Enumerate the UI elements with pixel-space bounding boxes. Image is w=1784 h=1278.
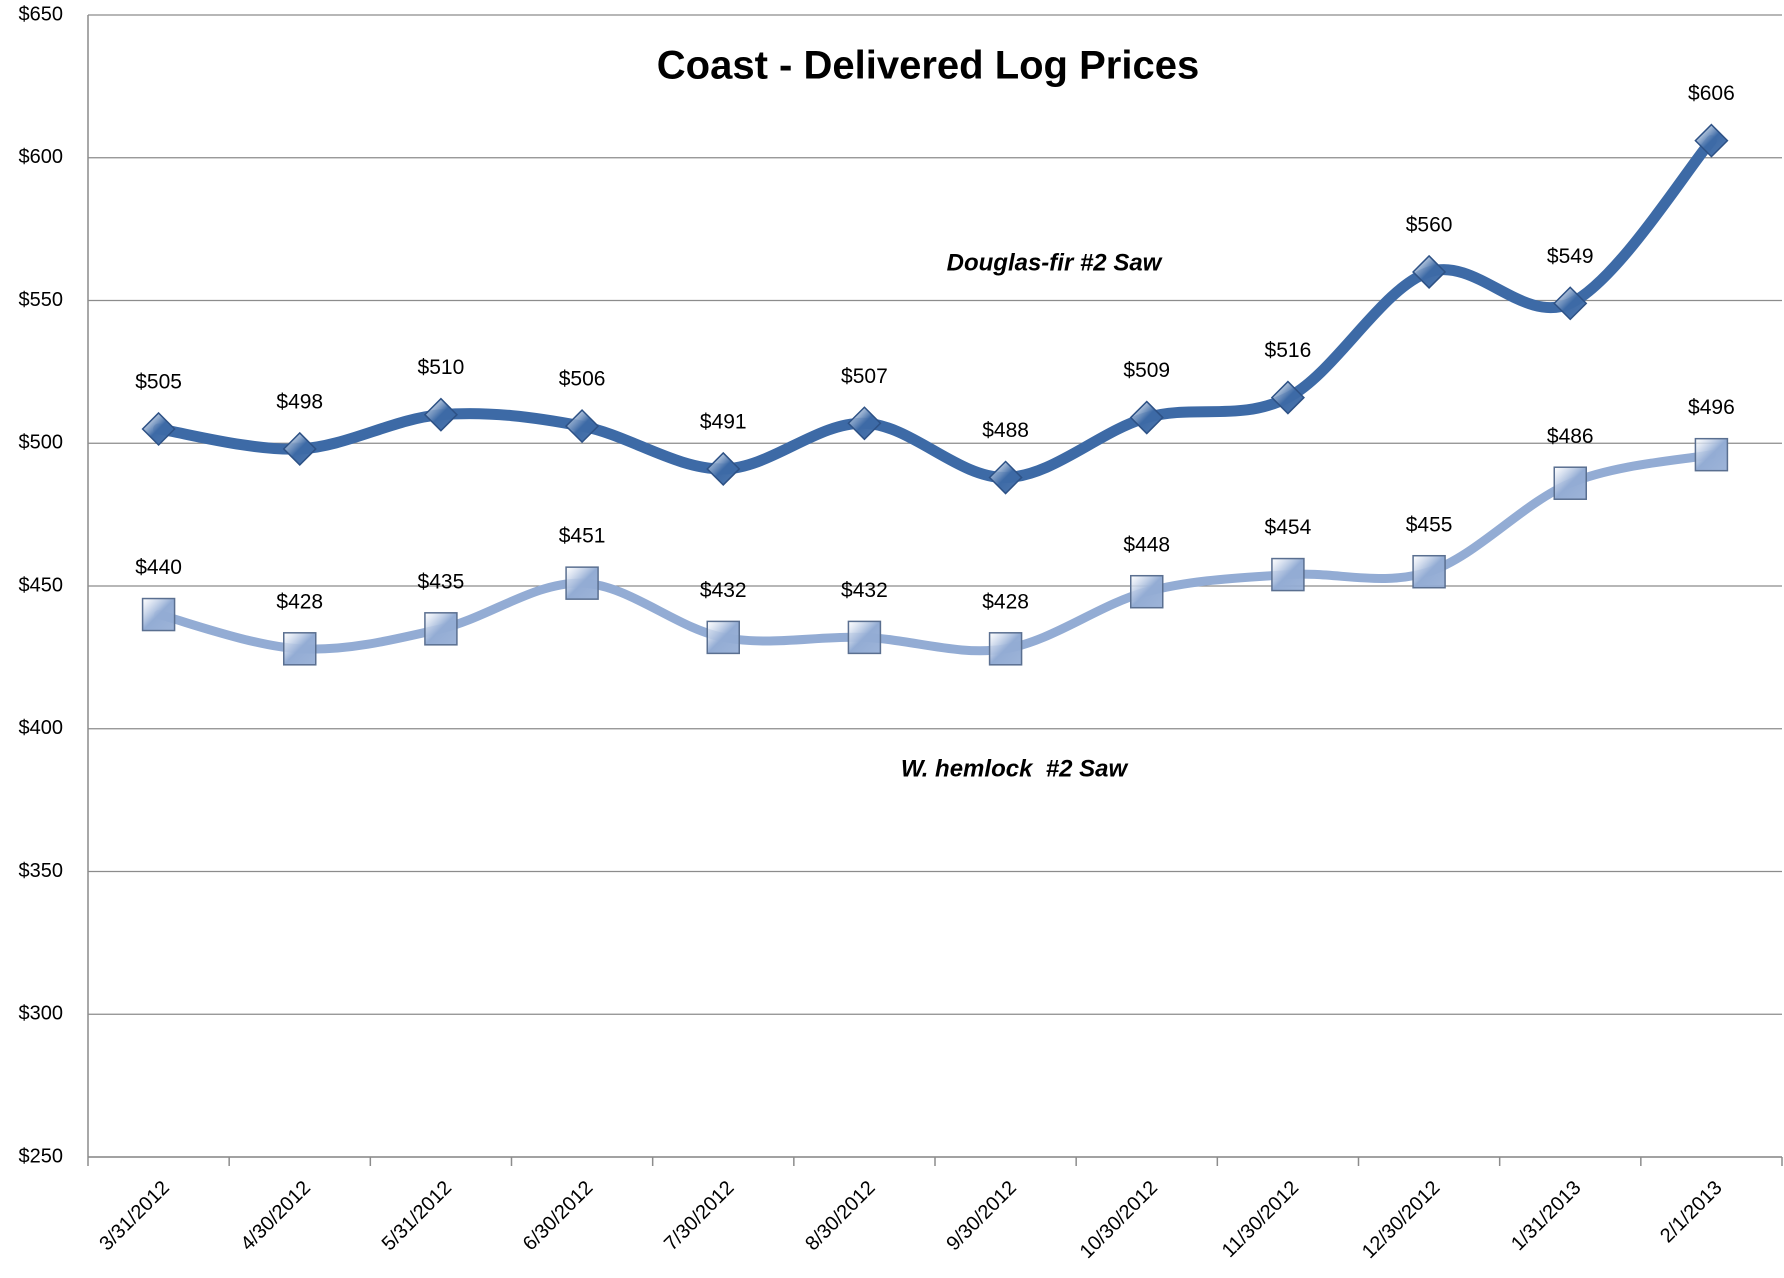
x-tick-label: 1/31/2013 (1507, 1177, 1585, 1255)
data-label: $428 (276, 590, 323, 613)
data-label: $549 (1547, 245, 1594, 268)
x-tick-label: 5/31/2012 (378, 1177, 456, 1255)
x-tick-label: 2/1/2013 (1656, 1177, 1727, 1248)
data-label: $496 (1688, 396, 1735, 419)
data-label: $451 (559, 525, 606, 548)
marker (1129, 400, 1164, 435)
data-label: $505 (135, 371, 182, 394)
series-line (154, 450, 1716, 656)
y-tick-label: $400 (19, 717, 64, 739)
data-label: $448 (1123, 533, 1170, 556)
marker (706, 451, 741, 487)
y-tick-label: $500 (19, 432, 64, 454)
data-label: $435 (418, 570, 465, 593)
marker (706, 620, 740, 655)
marker (847, 620, 882, 655)
x-tick-label: 12/30/2012 (1358, 1177, 1444, 1263)
data-label: $606 (1688, 82, 1735, 105)
y-tick-label: $650 (19, 3, 64, 25)
y-tick-label: $300 (19, 1003, 64, 1025)
marker (141, 411, 176, 447)
data-label: $454 (1265, 516, 1312, 539)
marker (424, 612, 458, 646)
data-label: $506 (559, 368, 606, 391)
x-tick-label: 7/30/2012 (660, 1177, 738, 1255)
x-tick-label: 6/30/2012 (519, 1177, 597, 1255)
y-tick-label: $450 (19, 574, 64, 596)
data-label: $516 (1265, 339, 1312, 362)
data-label: $510 (418, 356, 465, 379)
marker (1694, 437, 1729, 472)
data-label: $432 (700, 579, 747, 602)
y-tick-label: $550 (19, 289, 64, 311)
data-label: $428 (982, 590, 1029, 613)
marker (565, 566, 599, 600)
marker (283, 632, 317, 666)
x-tick-label: 10/30/2012 (1076, 1177, 1162, 1263)
marker (988, 632, 1023, 666)
data-label: $455 (1406, 513, 1453, 536)
marker (1412, 554, 1446, 589)
marker (988, 460, 1023, 495)
marker (1553, 286, 1588, 321)
data-label: $509 (1123, 359, 1170, 382)
marker (1412, 254, 1447, 290)
marker (141, 597, 176, 632)
data-label: $507 (841, 365, 888, 388)
data-label: $498 (276, 391, 323, 414)
marker (423, 397, 458, 432)
x-tick-label: 8/30/2012 (801, 1177, 879, 1255)
data-label: $560 (1406, 213, 1453, 236)
x-tick-label: 4/30/2012 (237, 1177, 315, 1255)
series-label: Douglas-fir #2 Saw (947, 249, 1163, 276)
series-line (153, 135, 1717, 484)
y-tick-label: $250 (19, 1145, 64, 1167)
marker (565, 409, 600, 444)
data-label: $432 (841, 579, 888, 602)
y-tick-label: $350 (19, 860, 64, 882)
marker (1270, 380, 1305, 415)
chart-title: Coast - Delivered Log Prices (657, 44, 1199, 88)
marker (282, 431, 317, 467)
data-label: $491 (700, 410, 747, 433)
x-tick-label: 9/30/2012 (942, 1177, 1020, 1255)
series-label: W. hemlock #2 Saw (901, 755, 1129, 782)
marker (1130, 574, 1164, 609)
marker (847, 406, 882, 441)
marker (1271, 557, 1305, 592)
data-label: $486 (1547, 425, 1594, 448)
marker (1694, 123, 1729, 158)
x-tick-label: 11/30/2012 (1218, 1177, 1303, 1262)
data-label: $488 (982, 419, 1029, 442)
y-tick-label: $600 (19, 146, 64, 168)
marker (1553, 466, 1587, 500)
data-label: $440 (135, 556, 182, 579)
x-tick-label: 3/31/2012 (95, 1177, 173, 1255)
